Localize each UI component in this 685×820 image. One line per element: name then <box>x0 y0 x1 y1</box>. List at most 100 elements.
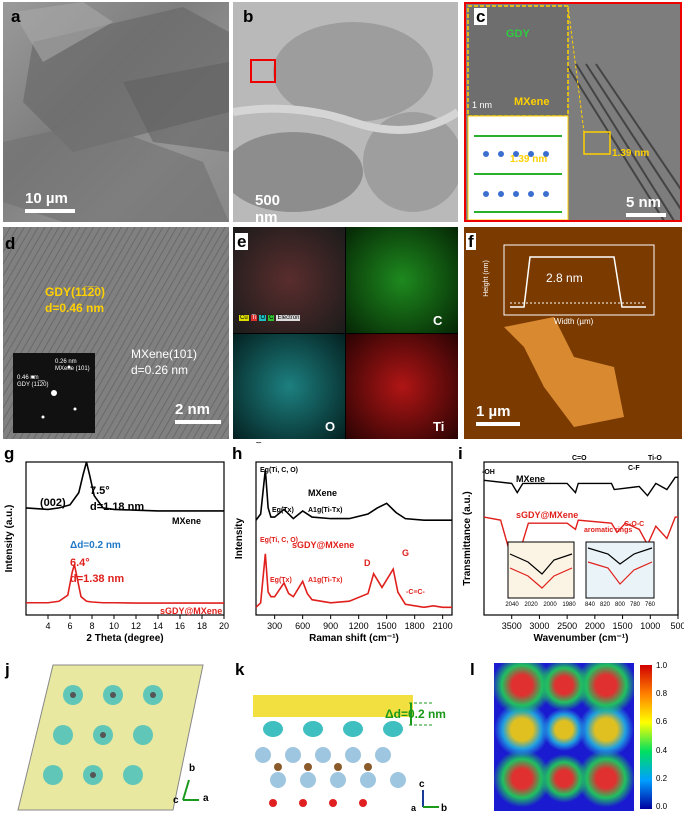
legend-cu: Cu <box>239 315 249 321</box>
lattice-image <box>3 227 229 439</box>
x-tick-label: 2500 <box>557 621 577 631</box>
annotation: aromatic rings <box>584 527 632 534</box>
panel-d-gdy-d: d=0.46 nm <box>45 301 105 315</box>
annotation: A1g(Ti-Tx) <box>308 507 342 514</box>
annotation: C-O-C <box>624 521 644 528</box>
annotation: d=1.38 nm <box>70 573 124 585</box>
inset-2-line <box>587 547 653 565</box>
series-line <box>483 476 678 497</box>
panel-d-saed-1: 0.26 nm <box>55 359 77 365</box>
inset-1-tick: 2020 <box>524 602 538 608</box>
panel-a-scale-bar <box>25 209 75 213</box>
x-tick-label: 2000 <box>585 621 605 631</box>
x-tick-label: 900 <box>323 621 338 631</box>
y-axis-label: Intensity <box>234 518 245 560</box>
panel-e-eds: e Cu Ti O C Electron C O Ti <box>233 227 458 439</box>
annotation: Δd=0.2 nm <box>70 540 121 551</box>
inset-2-line <box>587 561 653 585</box>
series-line <box>26 564 224 604</box>
inset-2-tick: 800 <box>615 602 626 608</box>
x-tick-label: 10 <box>109 621 119 631</box>
panel-d-mxene-plane: MXene(101) <box>131 347 198 361</box>
x-tick-label: 20 <box>219 621 229 631</box>
inset-2-tick: 780 <box>630 602 641 608</box>
x-tick-label: 3500 <box>502 621 522 631</box>
elf-colorbar <box>640 665 652 809</box>
panel-b-label: b <box>243 7 254 26</box>
eds-ti-label: Ti <box>433 419 445 434</box>
annotation: 6.4° <box>70 557 90 569</box>
x-tick-label: 1000 <box>640 621 660 631</box>
inset-1-tick: 1980 <box>562 602 576 608</box>
legend-o: O <box>259 315 267 321</box>
eds-oxygen <box>233 334 345 439</box>
panel-l-label: l <box>470 660 475 679</box>
x-axis-label: 2 Theta (degree) <box>86 633 163 644</box>
panel-f-scale-bar <box>476 422 520 426</box>
inset-1-tick: 2040 <box>505 602 519 608</box>
annotation: A1g(Ti-Tx) <box>308 577 342 584</box>
panel-f-afm: f 2.8 nm Width (µm) Height (nm) 1 µm <box>464 227 682 439</box>
panel-c-inset-scale: 1 nm <box>472 100 493 110</box>
elf-cbar-ticks: 1.0 0.8 0.6 0.4 0.2 0.0 <box>656 661 667 811</box>
plot-frame <box>25 461 225 616</box>
panel-e-label: e <box>235 232 249 251</box>
tem-sheet <box>233 22 458 212</box>
inset-2-tick: 760 <box>645 602 656 608</box>
x-tick-label: 16 <box>175 621 185 631</box>
panel-g-xrd-chart: 4 6 8 10 12 14 16 18 20 2 Theta (degree) Intensity… <box>4 461 229 644</box>
panel-b-tem: b 500 nm <box>233 2 458 222</box>
plot-frame <box>255 461 453 616</box>
legend-c: C <box>268 315 275 321</box>
eds-legend: Cu Ti O C Electron <box>239 315 301 321</box>
panel-k-axis-b: b <box>441 803 448 814</box>
x-axis-label: Wavenumber (cm⁻¹) <box>534 633 629 644</box>
elf-map <box>494 663 634 811</box>
inset-1-line <box>509 567 573 589</box>
panel-d-hrtem: d GDY(11̅2̅0) d=0.46 nm MXene(101) d=0.2… <box>3 227 229 439</box>
panel-c-scale-bar <box>626 213 666 217</box>
afm-image <box>503 244 655 427</box>
panel-f-scalebar: 1 µm <box>476 403 520 426</box>
annotation: C-F <box>628 465 640 472</box>
annotation: MXene <box>230 442 259 444</box>
eds-carbon <box>346 227 458 333</box>
panel-i-label: i <box>458 444 463 463</box>
x-tick-label: 3000 <box>529 621 549 631</box>
annotation: Eg(Tx) <box>272 507 294 514</box>
annotation: Ti-O <box>648 455 662 462</box>
x-tick-label: 1500 <box>613 621 633 631</box>
panel-d-scale-text: 2 nm <box>175 401 211 418</box>
cbar-tick: 0.2 <box>656 773 668 783</box>
panel-a-label: a <box>11 7 21 26</box>
x-tick-label: 18 <box>197 621 207 631</box>
cbar-tick: 1.0 <box>656 661 668 670</box>
inset-2-tick: 840 <box>585 602 596 608</box>
series-label: sGDY@MXene <box>160 606 222 616</box>
panel-a-sem: a 10 µm <box>3 2 229 222</box>
series-label: sGDY@MXene <box>516 510 578 520</box>
panel-d-mxene-d: d=0.26 nm <box>131 363 189 377</box>
eds-c-label: C <box>433 313 443 328</box>
x-tick-label: 600 <box>295 621 310 631</box>
inset-1-line <box>509 553 573 575</box>
inset-1-tick: 2000 <box>543 602 557 608</box>
x-tick-label: 4 <box>45 621 50 631</box>
annotation: sGDY@MXene <box>230 442 292 444</box>
panel-d-gdy-plane: GDY(11̅2̅0) <box>45 285 106 299</box>
panel-c-label: c <box>474 7 488 26</box>
series-label: MXene <box>308 488 337 498</box>
panel-d-saed-2: MXene (101) <box>55 366 90 372</box>
x-tick-label: 12 <box>131 621 141 631</box>
panel-l-elf: 1.0 0.8 0.6 0.4 0.2 0.0 l <box>464 655 682 818</box>
inset-1-frame <box>507 541 575 599</box>
panel-f-label: f <box>466 232 476 251</box>
annotation: Eg(Ti, C, O) <box>260 537 298 544</box>
x-axis-label: Raman shift (cm⁻¹) <box>309 633 399 644</box>
panel-k-axis-a: a <box>411 803 417 813</box>
annotation: Eg(Tx) <box>270 577 292 584</box>
panel-a-scalebar: 10 µm <box>25 190 75 213</box>
panel-c-spacing-main: 1.39 nm <box>612 148 650 159</box>
panel-d-saed-4: GDY (11̅2̅0) <box>17 382 49 388</box>
y-axis-label: Transmittance (a.u.) <box>462 491 473 585</box>
